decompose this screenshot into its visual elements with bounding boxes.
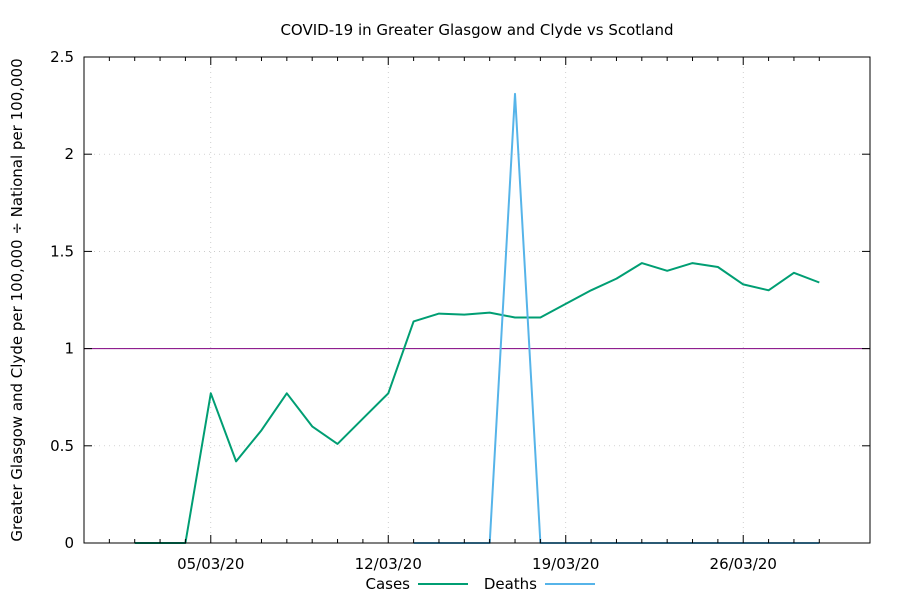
legend-label-cases: Cases <box>365 575 410 593</box>
legend-label-deaths: Deaths <box>484 575 537 593</box>
series-group <box>134 92 820 544</box>
legend: Cases Deaths <box>365 575 595 593</box>
series-line-deaths <box>413 92 820 544</box>
y-tick-label: 1.5 <box>50 242 74 260</box>
chart-title: COVID-19 in Greater Glasgow and Clyde vs… <box>280 21 673 39</box>
grid <box>84 57 870 543</box>
series-deaths <box>413 92 820 544</box>
y-axis-label: Greater Glasgow and Clyde per 100,000 ÷ … <box>8 58 26 541</box>
y-tick-label: 0.5 <box>50 437 74 455</box>
y-tick-label: 1 <box>64 340 74 358</box>
x-tick-labels: 05/03/20 12/03/20 19/03/20 26/03/20 <box>177 555 777 573</box>
plot-border <box>83 56 871 544</box>
x-tick-label: 05/03/20 <box>177 555 244 573</box>
x-tick-label: 26/03/20 <box>710 555 777 573</box>
ticks <box>84 56 870 544</box>
series-cases <box>134 262 820 544</box>
y-tick-labels: 0 0.5 1 1.5 2 2.5 <box>50 48 74 552</box>
y-tick-label: 0 <box>64 534 74 552</box>
y-tick-label: 2.5 <box>50 48 74 66</box>
x-tick-label: 12/03/20 <box>355 555 422 573</box>
series-line-cases <box>134 262 820 544</box>
x-tick-label: 19/03/20 <box>532 555 599 573</box>
y-tick-label: 2 <box>64 145 74 163</box>
